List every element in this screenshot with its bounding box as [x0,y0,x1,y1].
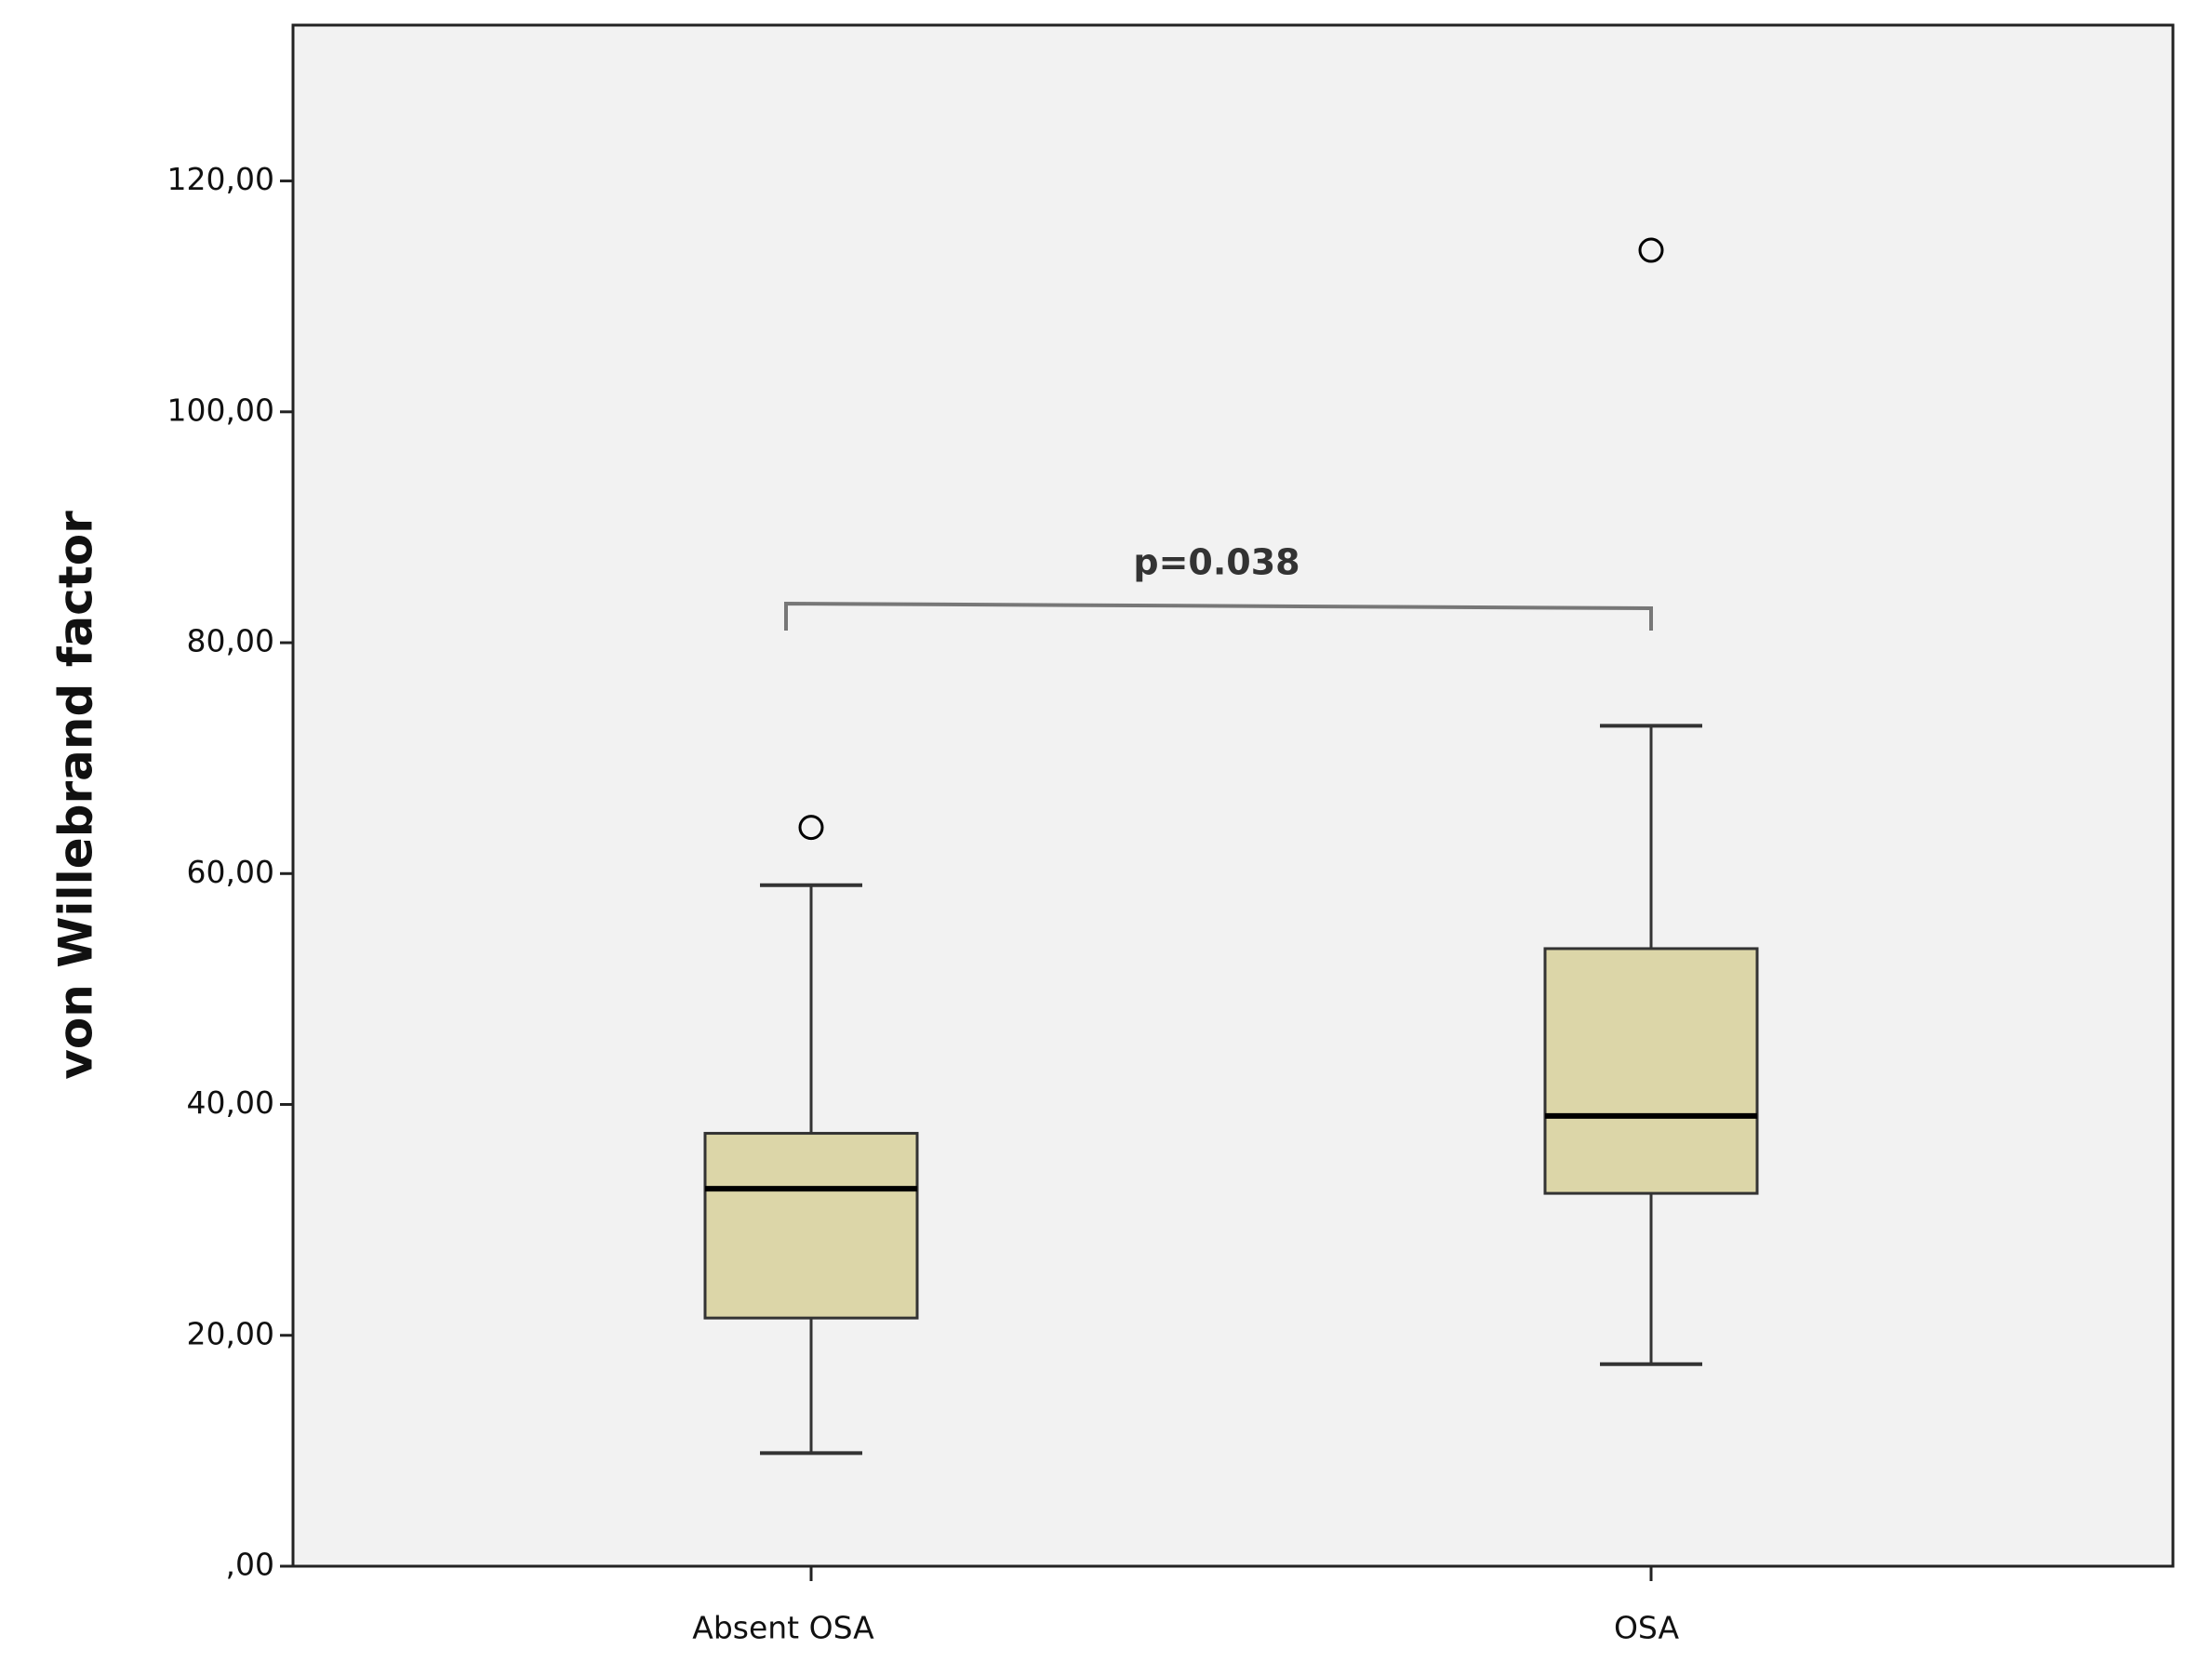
y-tick-label: 60,00 [187,854,274,890]
x-tick-label: OSA [1614,1610,1680,1646]
y-tick-label: 120,00 [167,161,274,197]
y-tick-label: 40,00 [187,1084,274,1121]
box [1543,947,1759,1195]
y-tick-label: 20,00 [187,1315,274,1351]
y-tick-label: 100,00 [167,392,274,428]
annotation: p=0.038 [1133,542,1299,583]
x-tick-label: Absent OSA [692,1610,874,1646]
y-tick-label: ,00 [226,1547,274,1583]
outlier [1638,237,1664,263]
plot-area [291,23,2175,1568]
outlier [798,815,824,841]
significance-bracket [784,601,1653,631]
box [703,1132,919,1320]
y-tick-label: 80,00 [187,623,274,659]
y-axis-label: von Willebrand factor [49,511,103,1080]
